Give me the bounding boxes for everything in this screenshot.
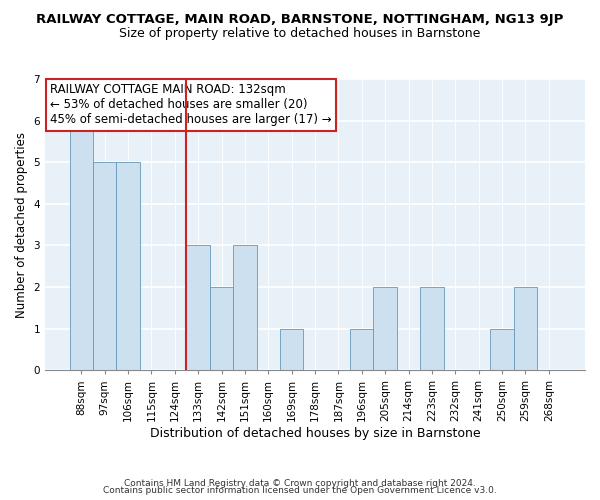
Text: Size of property relative to detached houses in Barnstone: Size of property relative to detached ho… — [119, 28, 481, 40]
Text: Contains public sector information licensed under the Open Government Licence v3: Contains public sector information licen… — [103, 486, 497, 495]
Bar — [280, 328, 304, 370]
Bar — [490, 328, 514, 370]
X-axis label: Distribution of detached houses by size in Barnstone: Distribution of detached houses by size … — [150, 427, 481, 440]
Y-axis label: Number of detached properties: Number of detached properties — [15, 132, 28, 318]
Bar — [233, 246, 257, 370]
Bar — [187, 246, 210, 370]
Bar — [70, 120, 93, 370]
Text: RAILWAY COTTAGE, MAIN ROAD, BARNSTONE, NOTTINGHAM, NG13 9JP: RAILWAY COTTAGE, MAIN ROAD, BARNSTONE, N… — [37, 12, 563, 26]
Bar — [420, 287, 443, 370]
Bar — [373, 287, 397, 370]
Text: Contains HM Land Registry data © Crown copyright and database right 2024.: Contains HM Land Registry data © Crown c… — [124, 478, 476, 488]
Bar — [210, 287, 233, 370]
Bar — [350, 328, 373, 370]
Bar — [93, 162, 116, 370]
Bar — [116, 162, 140, 370]
Text: RAILWAY COTTAGE MAIN ROAD: 132sqm
← 53% of detached houses are smaller (20)
45% : RAILWAY COTTAGE MAIN ROAD: 132sqm ← 53% … — [50, 84, 332, 126]
Bar — [514, 287, 537, 370]
